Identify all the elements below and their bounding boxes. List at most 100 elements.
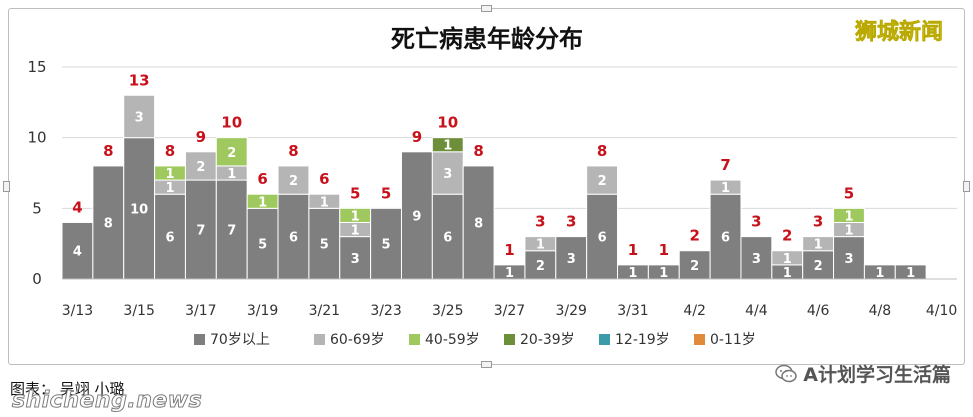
x-tick-label: 3/31 [617, 303, 648, 319]
segment-value-label: 1 [721, 181, 730, 196]
segment-value-label: 1 [628, 266, 637, 281]
segment-value-label: 2 [536, 259, 545, 274]
segment-value-label: 1 [165, 181, 174, 196]
bar-segment [462, 165, 495, 280]
total-value-label: 8 [103, 142, 113, 160]
segment-value-label: 3 [443, 167, 452, 182]
x-tick-label: 4/6 [807, 303, 830, 319]
segment-value-label: 5 [258, 238, 267, 253]
segment-value-label: 2 [196, 160, 205, 175]
resize-handle-left[interactable] [3, 181, 10, 192]
total-value-label: 5 [844, 184, 854, 202]
y-tick-label: 5 [32, 199, 42, 217]
x-tick-label: 3/13 [62, 303, 93, 319]
bar-segment [555, 236, 588, 280]
segment-value-label: 3 [351, 252, 360, 267]
segment-value-label: 5 [320, 238, 329, 253]
legend-swatch [314, 334, 325, 345]
segment-value-label: 4 [73, 245, 82, 260]
total-value-label: 6 [319, 170, 329, 188]
total-value-label: 4 [72, 198, 82, 216]
segment-value-label: 2 [814, 259, 823, 274]
segment-value-label: 1 [351, 224, 360, 239]
total-value-label: 1 [659, 241, 669, 259]
bar-segment [833, 207, 865, 223]
bar-segment [308, 193, 341, 209]
total-value-label: 10 [437, 114, 458, 132]
segment-value-label: 6 [598, 231, 607, 246]
segment-value-label: 8 [104, 216, 113, 231]
bar-segment [524, 250, 557, 280]
total-value-label: 3 [751, 213, 761, 231]
segment-value-label: 1 [783, 252, 792, 267]
y-tick-label: 10 [27, 129, 46, 147]
segment-value-label: 2 [289, 174, 298, 189]
x-tick-label: 3/23 [370, 303, 401, 319]
segment-value-label: 9 [412, 209, 421, 224]
x-tick-label: 4/4 [745, 303, 768, 319]
total-value-label: 6 [257, 170, 267, 188]
resize-handle-bottom[interactable] [481, 361, 492, 368]
account-name: A计划学习生活篇 [803, 364, 951, 386]
bar-segment [123, 94, 156, 139]
segment-value-label: 1 [659, 266, 668, 281]
total-value-label: 1 [504, 241, 514, 259]
y-tick-label: 0 [32, 270, 42, 288]
resize-handle-top[interactable] [481, 5, 492, 12]
account-badge: A计划学习生活篇 [775, 360, 951, 387]
total-value-label: 8 [165, 142, 175, 160]
segment-value-label: 3 [844, 252, 853, 267]
segment-value-label: 2 [227, 146, 236, 161]
bar-segment [431, 137, 464, 153]
bar-segment [184, 151, 217, 181]
total-value-label: 5 [350, 184, 360, 202]
segment-value-label: 2 [598, 174, 607, 189]
segment-value-label: 2 [690, 259, 699, 274]
segment-value-label: 8 [474, 216, 483, 231]
legend-swatch [409, 334, 420, 345]
total-value-label: 3 [535, 213, 545, 231]
x-tick-label: 3/27 [494, 303, 525, 319]
segment-value-label: 1 [814, 238, 823, 253]
segment-value-label: 3 [752, 252, 761, 267]
segment-value-label: 1 [844, 224, 853, 239]
legend-swatch [599, 334, 610, 345]
total-value-label: 10 [221, 114, 242, 132]
total-value-label: 13 [129, 71, 150, 89]
segment-value-label: 10 [130, 202, 148, 217]
bar-segment [308, 207, 341, 280]
legend-label: 12-19岁 [615, 332, 670, 348]
legend-label: 60-69岁 [330, 332, 385, 348]
bar-segment [586, 165, 619, 195]
total-value-label: 8 [473, 142, 483, 160]
total-value-label: 3 [566, 213, 576, 231]
segment-value-label: 6 [289, 231, 298, 246]
segment-value-label: 7 [196, 224, 205, 239]
segment-value-label: 7 [227, 224, 236, 239]
total-value-label: 9 [412, 128, 422, 146]
x-tick-label: 3/19 [247, 303, 278, 319]
segment-value-label: 1 [844, 209, 853, 224]
bar-segment [709, 179, 742, 195]
chart-title: 死亡病患年龄分布 [391, 25, 583, 53]
bar-segment [184, 179, 217, 280]
segment-value-label: 1 [165, 167, 174, 182]
bar-segment [61, 221, 94, 280]
segment-value-label: 1 [536, 238, 545, 253]
legend-swatch [694, 334, 705, 345]
total-value-label: 8 [288, 142, 298, 160]
legend-label: 40-59岁 [425, 332, 480, 348]
bar-segment [215, 137, 248, 167]
segment-value-label: 1 [875, 266, 884, 281]
total-value-label: 9 [196, 128, 206, 146]
bar-segment [431, 151, 464, 195]
resize-handle-right[interactable] [963, 181, 970, 192]
segment-value-label: 1 [320, 195, 329, 210]
segment-value-label: 5 [382, 238, 391, 253]
segment-value-label: 1 [505, 266, 514, 281]
total-value-label: 8 [597, 142, 607, 160]
segment-value-label: 1 [351, 209, 360, 224]
legend-label: 20-39岁 [520, 332, 575, 348]
x-tick-label: 3/21 [309, 303, 340, 319]
x-tick-label: 4/8 [869, 303, 892, 319]
